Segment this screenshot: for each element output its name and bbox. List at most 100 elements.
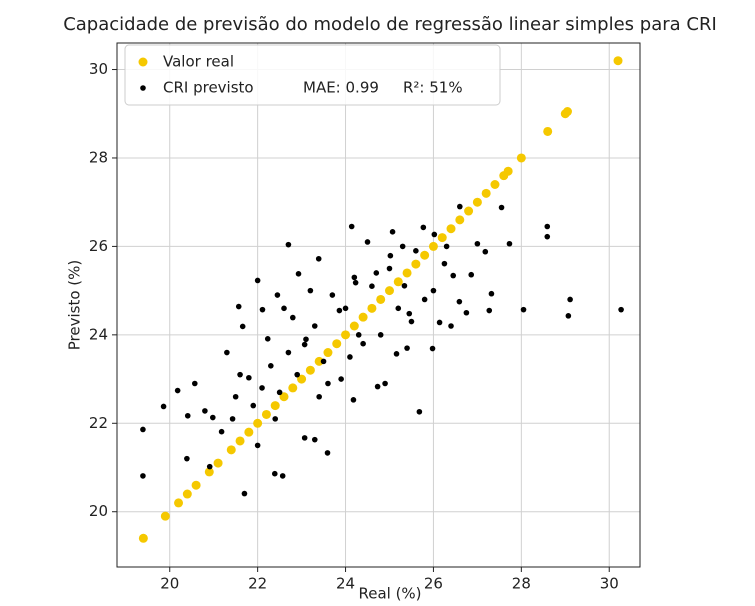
chart-title: Capacidade de previsão do modelo de regr… — [63, 14, 717, 35]
point — [295, 271, 302, 277]
point — [544, 233, 551, 240]
point — [430, 287, 437, 294]
point — [229, 416, 236, 422]
point — [376, 294, 386, 304]
point — [498, 204, 505, 211]
point — [393, 351, 400, 357]
point — [382, 380, 388, 387]
legend-label: Valor real — [163, 53, 234, 71]
x-tick-label: 22 — [248, 575, 267, 593]
point — [268, 363, 274, 369]
point — [314, 356, 324, 366]
y-tick-label: 20 — [89, 502, 108, 520]
y-tick-label: 24 — [89, 325, 108, 343]
point — [374, 383, 381, 390]
point — [338, 376, 344, 382]
point — [191, 480, 201, 490]
point — [364, 239, 371, 245]
point — [272, 416, 279, 422]
point — [218, 428, 225, 435]
point — [305, 365, 315, 375]
point — [441, 260, 448, 267]
point — [389, 229, 396, 235]
point — [429, 345, 436, 352]
point — [336, 307, 343, 314]
point — [259, 306, 266, 313]
point — [618, 306, 624, 313]
point — [301, 435, 308, 441]
point — [315, 255, 322, 262]
point — [431, 231, 438, 238]
point — [232, 393, 239, 400]
point — [408, 318, 415, 325]
point — [404, 345, 410, 351]
point — [384, 286, 394, 296]
legend-label: CRI previsto — [163, 79, 254, 97]
point — [241, 490, 248, 497]
annotation: MAE: 0.99 — [303, 79, 379, 97]
point — [349, 321, 359, 331]
point — [506, 240, 513, 247]
x-tick-label: 24 — [336, 575, 355, 593]
point — [138, 533, 148, 543]
point — [360, 340, 366, 347]
y-tick-label: 22 — [89, 414, 108, 432]
point — [270, 401, 280, 411]
point — [285, 241, 292, 248]
point — [347, 354, 353, 360]
point — [373, 270, 380, 276]
point — [490, 180, 500, 190]
point — [416, 408, 423, 415]
point — [254, 277, 261, 284]
point — [386, 265, 393, 272]
point — [367, 303, 377, 313]
point — [503, 166, 513, 176]
point — [281, 305, 287, 312]
point — [320, 358, 327, 365]
point — [413, 248, 419, 254]
point — [520, 306, 527, 313]
point — [239, 323, 246, 330]
point — [457, 203, 463, 210]
point — [250, 402, 257, 409]
point — [182, 489, 192, 499]
x-axis-label: Real (%) — [358, 585, 421, 603]
point — [387, 252, 394, 259]
point — [279, 473, 286, 479]
point — [311, 323, 318, 329]
legend-marker — [140, 85, 146, 91]
point — [254, 442, 261, 449]
point — [294, 371, 300, 378]
point — [420, 224, 427, 231]
point — [224, 349, 230, 356]
point — [348, 223, 355, 230]
point — [421, 296, 428, 303]
point — [264, 336, 271, 342]
point — [355, 332, 362, 338]
point — [393, 277, 403, 287]
point — [350, 397, 357, 403]
point — [463, 309, 470, 316]
point — [160, 511, 170, 521]
point — [244, 427, 254, 437]
point — [204, 467, 214, 477]
point — [481, 188, 491, 198]
point — [448, 323, 454, 329]
point — [174, 387, 181, 394]
point — [472, 197, 482, 207]
point — [401, 282, 408, 289]
point — [297, 374, 307, 384]
point — [259, 385, 265, 391]
point — [276, 389, 283, 396]
x-tick-label: 20 — [160, 575, 179, 593]
point — [174, 498, 184, 508]
point — [274, 292, 281, 298]
point — [311, 436, 318, 443]
plot-frame — [116, 42, 641, 568]
point — [323, 348, 333, 358]
point — [516, 153, 526, 163]
point — [191, 380, 198, 387]
point — [279, 392, 289, 402]
x-tick-label: 30 — [600, 575, 619, 593]
point — [316, 393, 322, 400]
